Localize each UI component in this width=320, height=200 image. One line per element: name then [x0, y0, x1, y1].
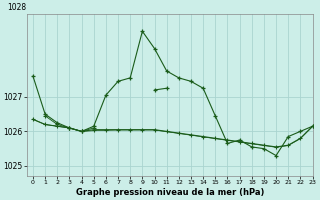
X-axis label: Graphe pression niveau de la mer (hPa): Graphe pression niveau de la mer (hPa) — [76, 188, 264, 197]
Text: 1028: 1028 — [7, 3, 26, 12]
